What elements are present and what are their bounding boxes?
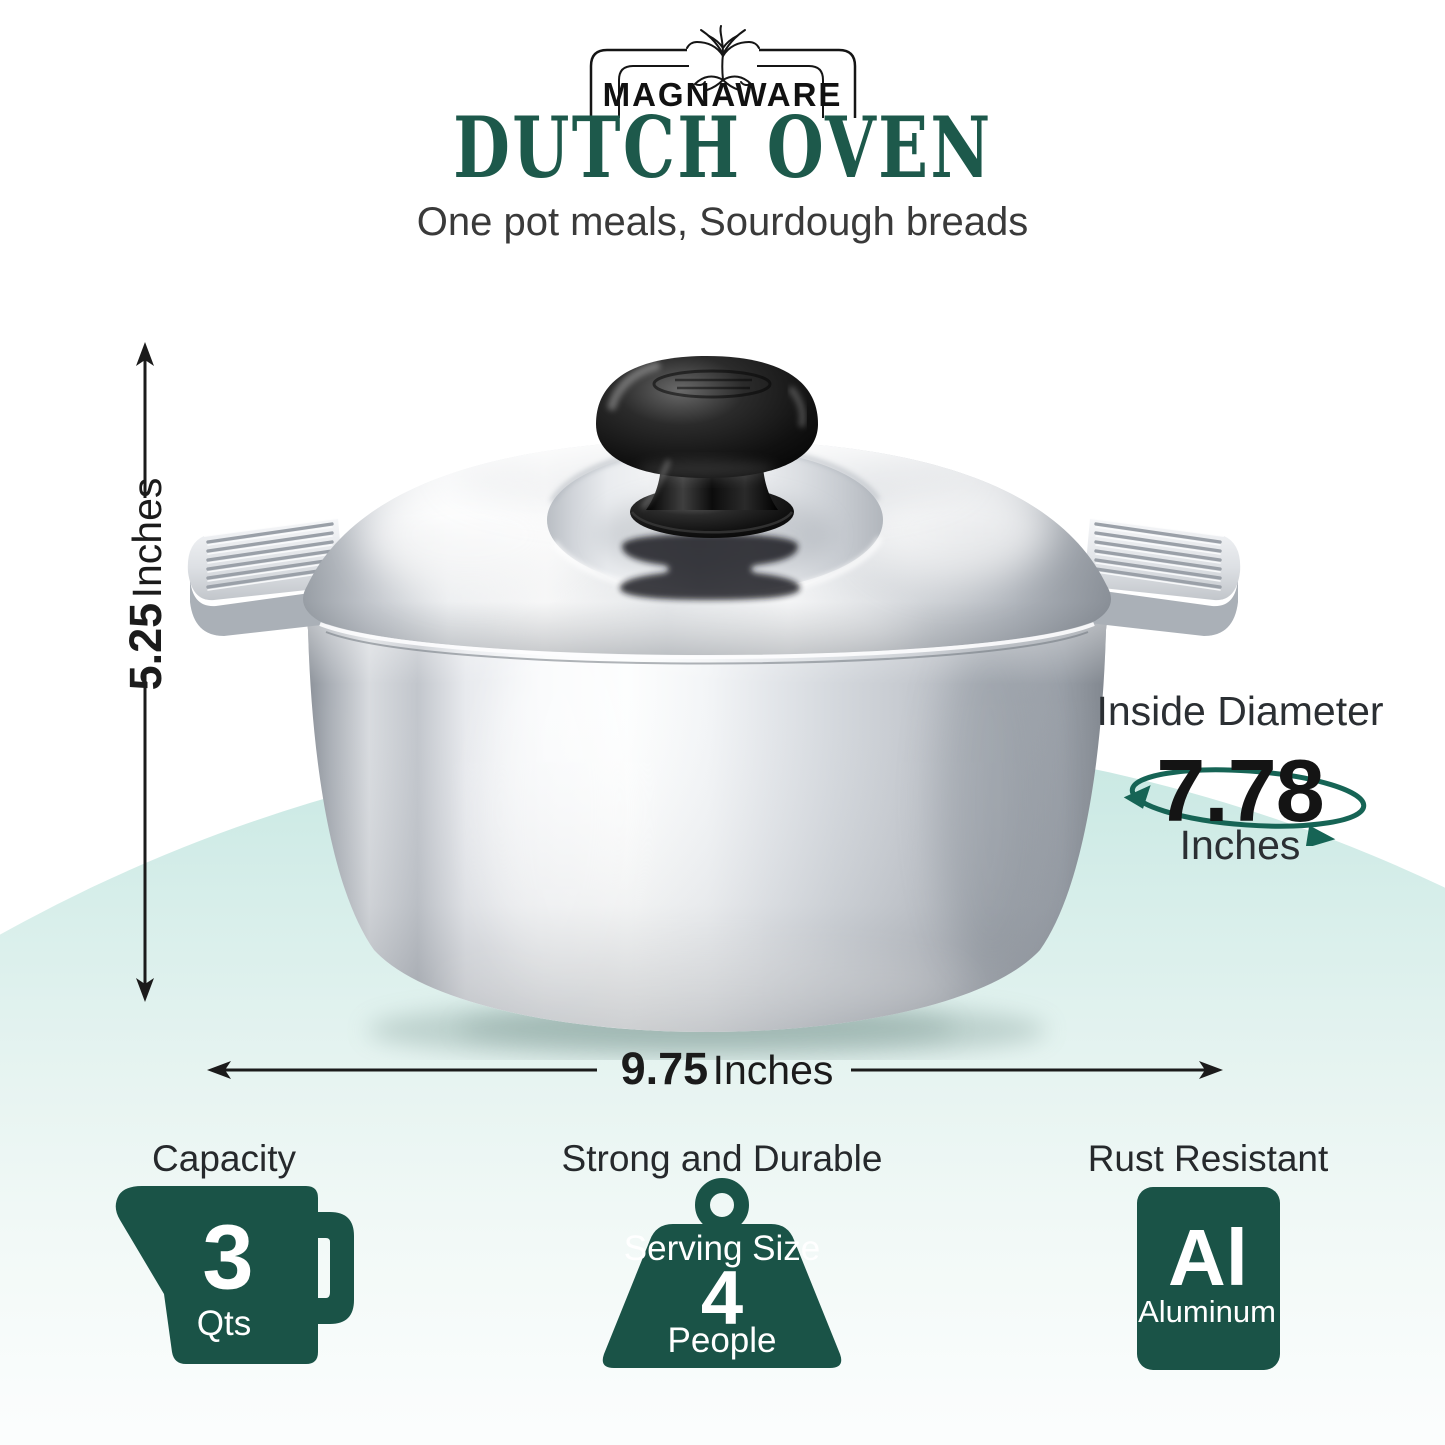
element-tile-icon — [1137, 1187, 1280, 1370]
width-dimension-label: 9.75 Inches — [621, 1043, 834, 1095]
logo-outer-frame — [589, 48, 856, 118]
width-dimension-arrow — [207, 1061, 1223, 1079]
height-dimension-label: 5.25 Inches — [120, 478, 172, 691]
weight-icon — [602, 1178, 842, 1368]
material-label: Rust Resistant — [1087, 1138, 1329, 1179]
pot-handle-left — [187, 517, 348, 636]
tree-icon — [685, 25, 760, 91]
width-unit: Inches — [712, 1047, 834, 1093]
durability-label: Strong and Durable — [561, 1138, 883, 1179]
inside-diameter-value: 7.78 — [1156, 741, 1324, 840]
pot-knob — [596, 356, 818, 538]
material-name: Aluminum — [1138, 1294, 1276, 1329]
knob-reflection — [620, 534, 800, 600]
measuring-jug-icon — [115, 1186, 354, 1364]
serving-size-unit: People — [667, 1321, 777, 1360]
rotation-arrow-icon — [1123, 767, 1367, 846]
product-title: DUTCH OVEN — [452, 98, 993, 197]
product-subtitle: One pot meals, Sourdough breads — [416, 200, 1029, 244]
width-value: 9.75 — [620, 1043, 709, 1094]
dutch-oven-image — [187, 356, 1241, 1060]
material-symbol: Al — [1168, 1213, 1248, 1302]
height-dimension-arrow — [136, 342, 154, 1002]
capacity-value: 3 — [202, 1206, 254, 1309]
brand-logo — [589, 25, 856, 118]
inside-diameter-label: Inside Diameter — [1096, 688, 1384, 734]
logo-inner-frame — [617, 65, 824, 118]
capacity-unit: Qts — [196, 1304, 252, 1343]
serving-size-value: 4 — [700, 1255, 744, 1341]
height-value: 5.25 — [120, 602, 171, 691]
inside-diameter-unit: Inches — [1179, 822, 1301, 868]
serving-size-label: Serving Size — [623, 1229, 821, 1268]
pot-handle-right — [1080, 517, 1241, 636]
brand-name: MAGNAWARE — [602, 76, 843, 113]
capacity-label: Capacity — [152, 1138, 296, 1179]
pot-body — [305, 608, 1109, 1032]
pot-lid — [303, 440, 1111, 665]
height-unit: Inches — [124, 477, 170, 599]
